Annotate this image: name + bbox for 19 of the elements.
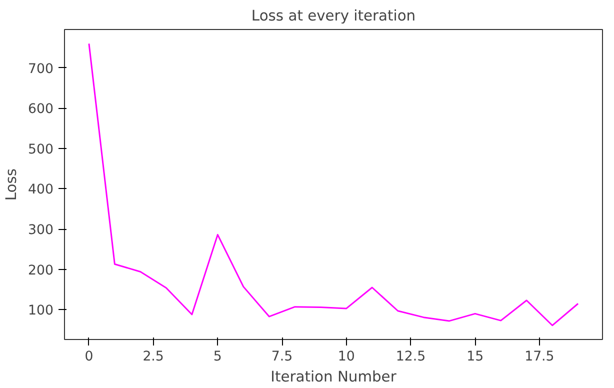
y-tick-label: 400: [28, 182, 54, 198]
x-tick-label: 0: [84, 350, 94, 364]
y-axis-title: Loss: [3, 168, 20, 201]
y-tick-label: 300: [28, 223, 54, 238]
chart-title: Loss at every iteration: [251, 8, 416, 24]
y-tick-label: 600: [28, 102, 54, 118]
x-tick-label: 15: [466, 350, 484, 364]
line-series: [88, 42, 579, 326]
x-tick-label: 2.5: [142, 350, 164, 364]
y-tick-label: 700: [28, 62, 54, 77]
x-tick-label: 7.5: [271, 350, 293, 364]
x-tick-label: 5: [213, 350, 222, 364]
x-axis-title: Iteration Number: [270, 368, 398, 386]
x-tick-label: 17.5: [524, 350, 554, 364]
y-tick-label: 200: [28, 263, 54, 278]
x-tick-label: 12.5: [396, 350, 426, 364]
x-tick-label: 10: [338, 350, 355, 364]
y-tick-label: 500: [28, 142, 54, 158]
y-tick-label: 100: [28, 304, 54, 319]
